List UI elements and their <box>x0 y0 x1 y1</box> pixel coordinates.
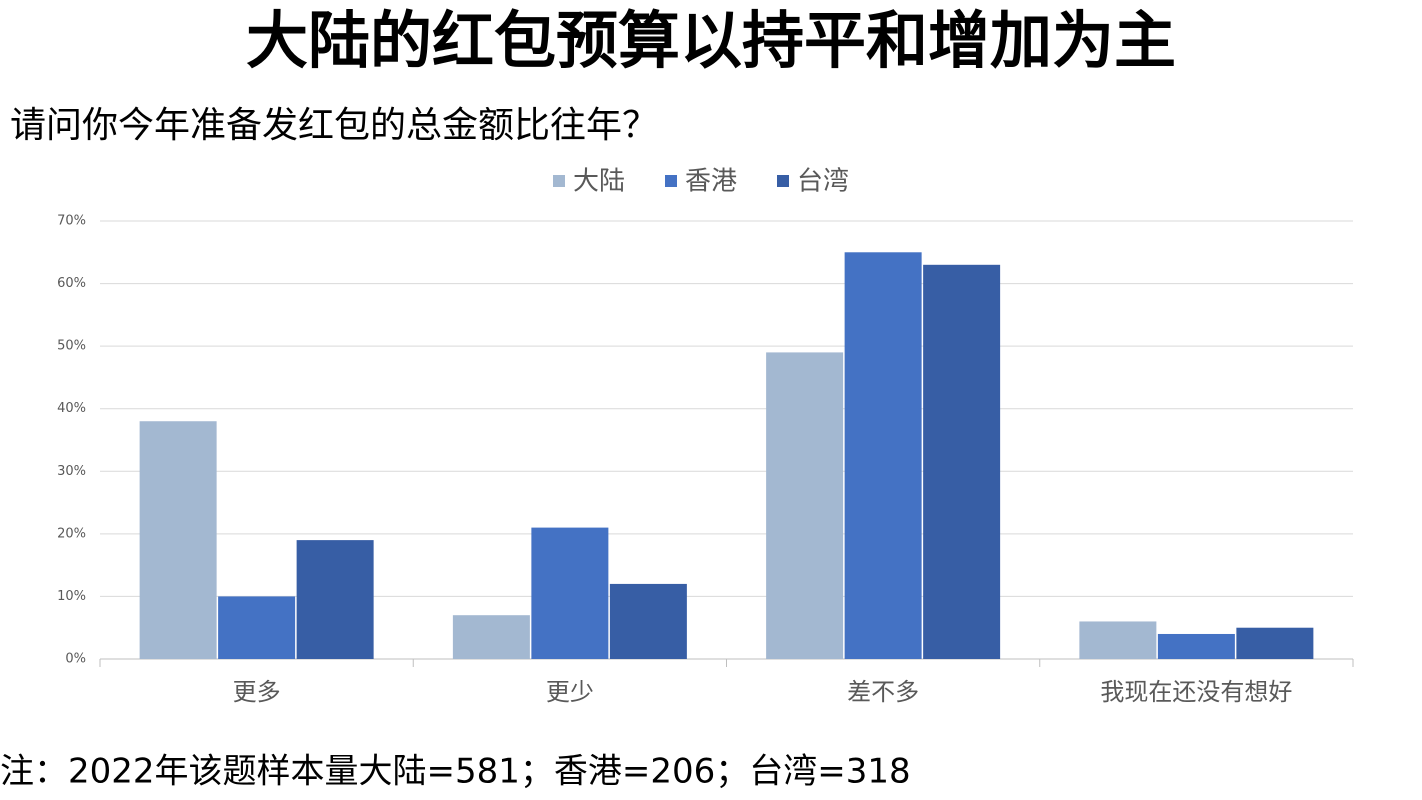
legend-label: 大陆 <box>573 167 625 197</box>
y-tick-label: 50% <box>57 339 86 354</box>
bar <box>1157 633 1235 659</box>
legend-label: 台湾 <box>797 167 849 197</box>
legend-swatch <box>553 175 565 187</box>
legend-swatch <box>665 175 677 187</box>
y-tick-label: 60% <box>57 276 86 291</box>
x-tick-label: 更少 <box>546 678 594 706</box>
bar <box>218 596 296 659</box>
legend-label: 香港 <box>685 167 737 197</box>
chart-subtitle: 请问你今年准备发红包的总金额比往年？ <box>10 105 658 146</box>
bar <box>1236 627 1314 659</box>
bar <box>844 252 922 660</box>
y-tick-label: 0% <box>65 652 86 667</box>
bar <box>139 421 217 659</box>
chart-note: 注：2022年该题样本量大陆=581；香港=206；台湾=318 <box>0 752 911 792</box>
y-tick-label: 30% <box>57 464 86 479</box>
x-tick-label: 更多 <box>233 678 281 706</box>
y-tick-label: 10% <box>57 589 86 604</box>
x-tick-label: 差不多 <box>847 678 919 706</box>
chart-title: 大陆的红包预算以持平和增加为主 <box>246 4 1176 77</box>
bar <box>531 527 609 659</box>
legend-swatch <box>777 175 789 187</box>
bar <box>609 583 687 659</box>
bar <box>923 264 1001 659</box>
bar <box>296 540 374 659</box>
bar <box>452 615 530 659</box>
x-tick-label: 我现在还没有想好 <box>1100 678 1292 706</box>
bar <box>1079 621 1157 659</box>
bar <box>766 352 844 659</box>
y-tick-label: 40% <box>57 401 86 416</box>
y-tick-label: 70% <box>57 214 86 229</box>
y-tick-label: 20% <box>57 526 86 541</box>
